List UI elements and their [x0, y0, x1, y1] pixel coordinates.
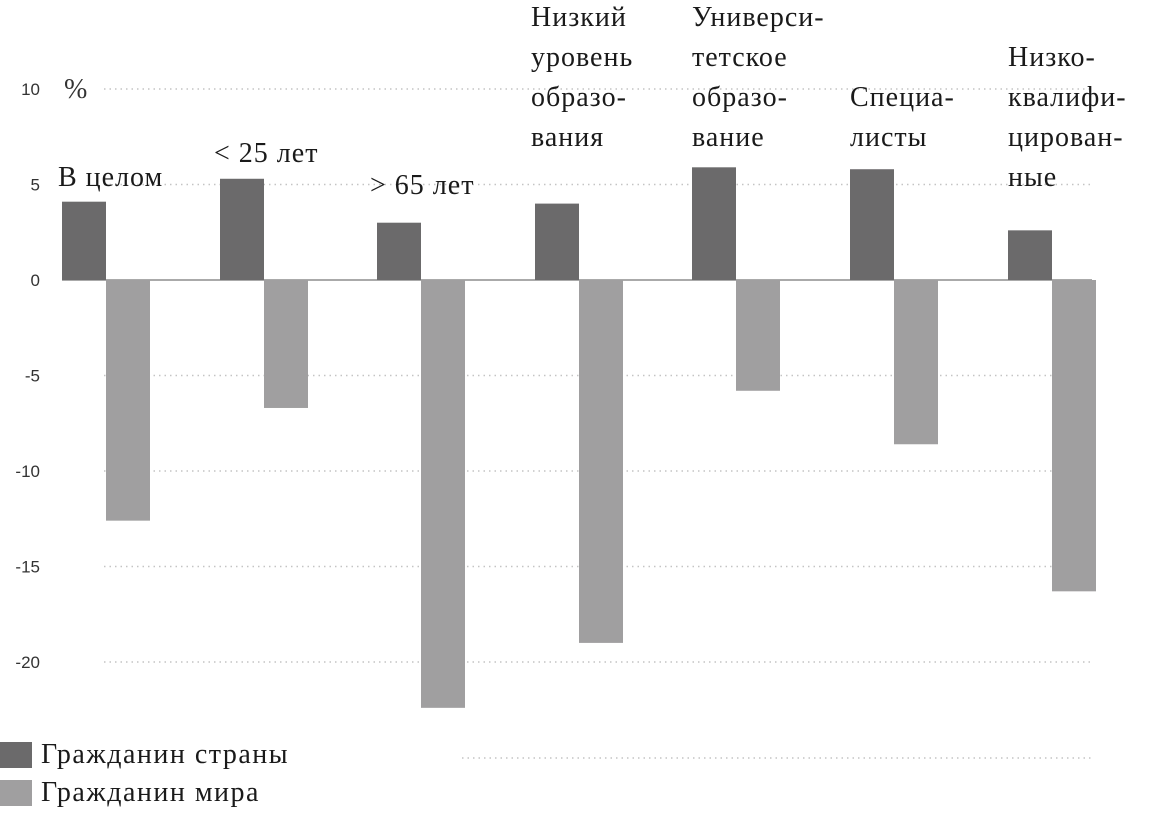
- bar-world-3: [579, 280, 623, 643]
- category-label: В целом: [58, 162, 163, 193]
- category-label: Специа-: [850, 82, 955, 113]
- bar-country-6: [1008, 230, 1052, 280]
- category-labels: В целом < 25 лет > 65 лет Низкий уровень обра…: [58, 2, 1127, 201]
- category-label: Низкий: [531, 2, 627, 33]
- category-label: квалифи-: [1008, 82, 1127, 113]
- y-tick-label: -5: [25, 367, 40, 386]
- category-label: < 25 лет: [214, 138, 318, 169]
- legend: Гражданин страны Гражданин мира: [0, 736, 289, 812]
- y-tick-label: -10: [15, 462, 40, 481]
- y-axis-unit: %: [64, 74, 87, 105]
- legend-label-world: Гражданин мира: [41, 777, 260, 808]
- bar-world-2: [421, 280, 465, 708]
- category-label: Низко-: [1008, 42, 1096, 73]
- y-tick-label: 10: [21, 80, 40, 99]
- category-label: листы: [850, 122, 927, 153]
- bar-country-0: [62, 201, 106, 280]
- bars: [62, 167, 1096, 708]
- y-tick-label: -15: [15, 558, 40, 577]
- bar-world-6: [1052, 280, 1096, 592]
- legend-item-country: Гражданин страны: [0, 736, 289, 774]
- category-label: цирован-: [1008, 122, 1124, 153]
- legend-swatch-world: [0, 780, 32, 806]
- legend-label-country: Гражданин страны: [41, 739, 290, 770]
- y-axis-ticks: 10 5 0 -5 -10 -15 -20: [15, 80, 40, 672]
- y-tick-label: -20: [15, 653, 40, 672]
- bar-world-0: [106, 280, 150, 521]
- bar-country-4: [692, 167, 736, 280]
- bar-country-2: [377, 222, 421, 280]
- category-label: вания: [531, 122, 604, 153]
- category-label: тетское: [692, 42, 788, 73]
- bar-world-4: [736, 280, 780, 391]
- bar-world-1: [264, 280, 308, 408]
- category-label: уровень: [531, 42, 633, 73]
- legend-swatch-country: [0, 742, 32, 768]
- category-label: > 65 лет: [370, 170, 474, 201]
- category-label: вание: [692, 122, 765, 153]
- category-label: образо-: [531, 82, 627, 113]
- y-tick-label: 5: [31, 176, 40, 195]
- legend-item-world: Гражданин мира: [0, 774, 289, 812]
- category-label: Универси-: [692, 2, 825, 33]
- bar-country-5: [850, 169, 894, 280]
- category-label: ные: [1008, 162, 1057, 193]
- bar-country-3: [535, 203, 579, 280]
- y-tick-label: 0: [31, 271, 40, 290]
- category-label: образо-: [692, 82, 788, 113]
- bar-country-1: [220, 178, 264, 280]
- bar-world-5: [894, 280, 938, 445]
